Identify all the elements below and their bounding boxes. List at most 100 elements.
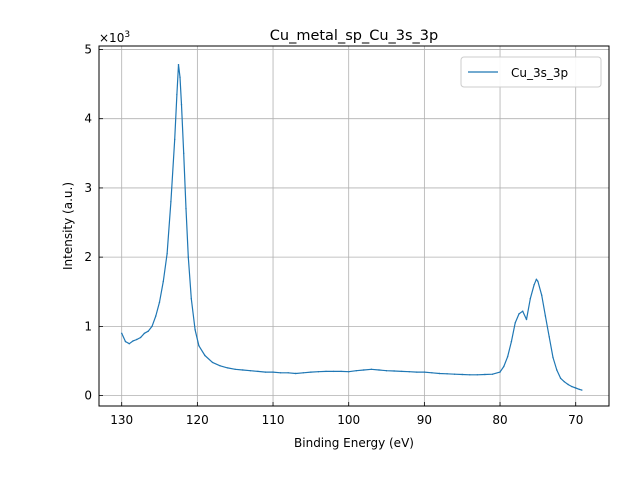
data-point-0-72 xyxy=(529,298,531,300)
data-point-0-50 xyxy=(393,370,395,372)
chart-title: Cu_metal_sp_Cu_3s_3p xyxy=(270,28,439,44)
data-point-0-18 xyxy=(180,104,183,106)
y-axis-label: Intensity (a.u.) xyxy=(61,182,75,270)
data-point-0-23 xyxy=(194,329,196,331)
data-point-0-45 xyxy=(355,370,357,372)
data-point-0-9 xyxy=(155,315,157,317)
y-tick-label-0: 0 xyxy=(84,389,92,403)
data-point-0-51 xyxy=(401,370,403,373)
data-point-0-12 xyxy=(166,253,168,255)
data-point-0-83 xyxy=(567,383,569,386)
data-point-0-1 xyxy=(124,340,127,343)
y-axis-scale-base: ×10 xyxy=(99,31,124,45)
data-point-0-64 xyxy=(499,371,501,373)
data-point-0-67 xyxy=(510,340,513,343)
data-point-0-82 xyxy=(563,381,566,383)
data-point-0-79 xyxy=(552,356,554,359)
data-point-0-6 xyxy=(143,332,146,334)
data-point-0-29 xyxy=(234,368,236,370)
y-tick-label-3: 3 xyxy=(84,181,92,195)
x-tick-label-130: 130 xyxy=(110,413,133,427)
data-point-0-42 xyxy=(332,370,335,373)
x-tick-label-80: 80 xyxy=(492,413,507,427)
data-point-0-7 xyxy=(147,330,149,332)
data-point-0-39 xyxy=(310,371,312,373)
x-tick-label-100: 100 xyxy=(337,413,360,427)
y-tick-label-2: 2 xyxy=(84,250,92,264)
data-point-0-26 xyxy=(211,361,214,364)
data-point-0-28 xyxy=(226,367,229,369)
data-point-0-20 xyxy=(185,208,187,210)
x-tick-label-90: 90 xyxy=(417,413,432,427)
data-point-0-86 xyxy=(578,388,581,391)
data-point-0-55 xyxy=(431,372,433,374)
data-point-0-0 xyxy=(121,332,123,334)
data-point-0-27 xyxy=(219,365,221,367)
legend-box xyxy=(460,56,602,88)
data-point-0-2 xyxy=(128,343,130,345)
data-point-0-65 xyxy=(503,365,505,368)
data-point-0-59 xyxy=(461,373,463,376)
data-point-0-31 xyxy=(249,370,251,372)
data-point-0-80 xyxy=(556,369,558,371)
data-point-0-32 xyxy=(257,370,259,373)
data-point-0-85 xyxy=(575,387,577,389)
data-point-0-19 xyxy=(183,152,185,154)
data-point-0-40 xyxy=(317,371,320,373)
data-point-0-25 xyxy=(204,354,206,357)
data-point-0-57 xyxy=(446,373,448,375)
data-point-0-56 xyxy=(438,372,441,375)
data-point-0-43 xyxy=(340,370,342,373)
data-point-0-66 xyxy=(506,356,509,358)
data-point-0-41 xyxy=(325,370,327,373)
data-point-0-87 xyxy=(581,389,583,391)
data-point-0-3 xyxy=(132,340,134,342)
data-point-0-76 xyxy=(541,294,543,296)
data-point-0-77 xyxy=(544,315,547,317)
data-point-0-21 xyxy=(187,256,189,258)
data-point-0-62 xyxy=(484,373,486,376)
data-point-0-11 xyxy=(162,280,164,283)
data-point-0-35 xyxy=(279,372,282,374)
data-point-0-75 xyxy=(537,280,539,283)
y-tick-label-5: 5 xyxy=(84,42,92,56)
data-point-0-17 xyxy=(179,76,181,78)
data-point-0-81 xyxy=(559,377,562,379)
data-point-0-44 xyxy=(348,371,350,373)
data-point-0-54 xyxy=(423,371,426,373)
data-point-0-8 xyxy=(151,325,153,328)
data-point-0-48 xyxy=(378,369,380,371)
data-point-0-70 xyxy=(522,310,524,312)
data-point-0-37 xyxy=(295,372,297,375)
x-tick-label-110: 110 xyxy=(262,413,285,427)
data-point-0-53 xyxy=(416,371,418,373)
data-point-0-73 xyxy=(533,284,535,286)
grid xyxy=(99,46,609,406)
legend-label-cu-3s-3p: Cu_3s_3p xyxy=(511,66,568,80)
axes-frame xyxy=(98,45,610,407)
series-line-0 xyxy=(121,64,582,391)
y-axis-scale-label: ×103 xyxy=(99,30,130,45)
data-point-0-63 xyxy=(491,373,494,375)
legend: Cu_3s_3p xyxy=(460,56,602,88)
data-point-0-38 xyxy=(302,372,304,374)
data-point-0-47 xyxy=(370,368,373,370)
data-point-0-33 xyxy=(264,371,267,373)
data-point-0-68 xyxy=(514,322,516,324)
data-point-0-15 xyxy=(176,93,178,96)
data-point-0-5 xyxy=(139,336,142,339)
ticks: 130 120 110 100 90 80 70 0 1 2 3 4 5 xyxy=(84,42,583,427)
data-point-0-78 xyxy=(548,336,550,338)
data-point-0-84 xyxy=(571,385,573,388)
data-point-0-52 xyxy=(408,371,410,373)
data-point-0-60 xyxy=(469,374,471,376)
data-point-0-30 xyxy=(242,369,244,371)
data-point-0-14 xyxy=(174,138,176,141)
data-point-0-10 xyxy=(158,301,161,303)
data-point-0-46 xyxy=(363,369,365,371)
data-point-0-34 xyxy=(272,371,274,373)
y-tick-label-1: 1 xyxy=(84,319,92,333)
data-point-0-71 xyxy=(525,318,528,321)
x-tick-label-120: 120 xyxy=(186,413,209,427)
